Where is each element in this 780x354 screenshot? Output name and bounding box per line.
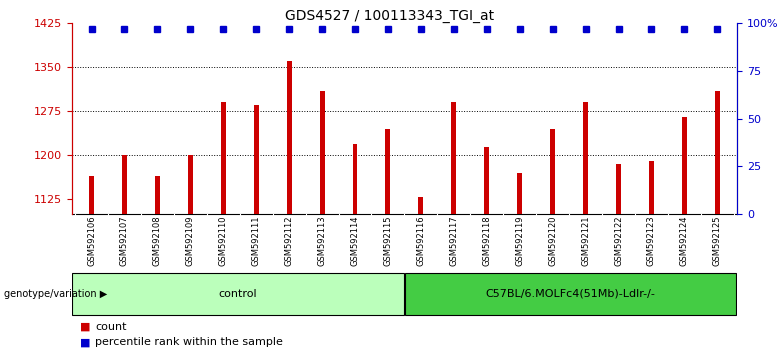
Text: GSM592125: GSM592125	[713, 216, 722, 266]
Text: GSM592117: GSM592117	[449, 216, 459, 267]
Text: GSM592115: GSM592115	[384, 216, 392, 266]
Text: GSM592111: GSM592111	[252, 216, 261, 266]
Bar	[320, 91, 324, 214]
Bar	[583, 102, 588, 214]
Bar	[484, 147, 489, 214]
Text: GSM592123: GSM592123	[647, 216, 656, 267]
Bar	[405, 273, 736, 314]
Bar	[254, 105, 259, 214]
Text: GSM592120: GSM592120	[548, 216, 557, 266]
Text: GSM592108: GSM592108	[153, 216, 162, 267]
Bar	[188, 155, 193, 214]
Text: GSM592116: GSM592116	[417, 216, 425, 267]
Bar	[517, 173, 522, 214]
Text: GDS4527 / 100113343_TGI_at: GDS4527 / 100113343_TGI_at	[285, 9, 495, 23]
Text: control: control	[218, 289, 257, 299]
Text: GSM592119: GSM592119	[516, 216, 524, 266]
Text: C57BL/6.MOLFc4(51Mb)-Ldlr-/-: C57BL/6.MOLFc4(51Mb)-Ldlr-/-	[486, 289, 656, 299]
Bar	[682, 117, 687, 214]
Text: GSM592109: GSM592109	[186, 216, 195, 266]
Text: GSM592107: GSM592107	[120, 216, 129, 267]
Text: GSM592118: GSM592118	[482, 216, 491, 267]
Text: GSM592112: GSM592112	[285, 216, 293, 266]
Text: GSM592122: GSM592122	[614, 216, 623, 266]
Bar	[122, 155, 127, 214]
Bar	[649, 161, 654, 214]
Text: GSM592121: GSM592121	[581, 216, 590, 266]
Bar	[287, 61, 292, 214]
Bar	[155, 176, 160, 214]
Bar	[73, 273, 404, 314]
Text: GSM592124: GSM592124	[680, 216, 689, 266]
Text: percentile rank within the sample: percentile rank within the sample	[95, 337, 283, 348]
Text: genotype/variation ▶: genotype/variation ▶	[4, 289, 107, 299]
Bar	[353, 144, 357, 214]
Text: ■: ■	[80, 321, 90, 332]
Bar	[418, 196, 424, 214]
Bar	[550, 129, 555, 214]
Text: GSM592110: GSM592110	[218, 216, 228, 266]
Bar	[385, 129, 391, 214]
Bar	[89, 176, 94, 214]
Bar	[714, 91, 720, 214]
Bar	[221, 102, 225, 214]
Bar	[452, 102, 456, 214]
Text: GSM592113: GSM592113	[317, 216, 327, 267]
Text: GSM592106: GSM592106	[87, 216, 96, 267]
Text: GSM592114: GSM592114	[350, 216, 360, 266]
Text: ■: ■	[80, 337, 90, 348]
Text: count: count	[95, 321, 126, 332]
Bar	[616, 164, 621, 214]
